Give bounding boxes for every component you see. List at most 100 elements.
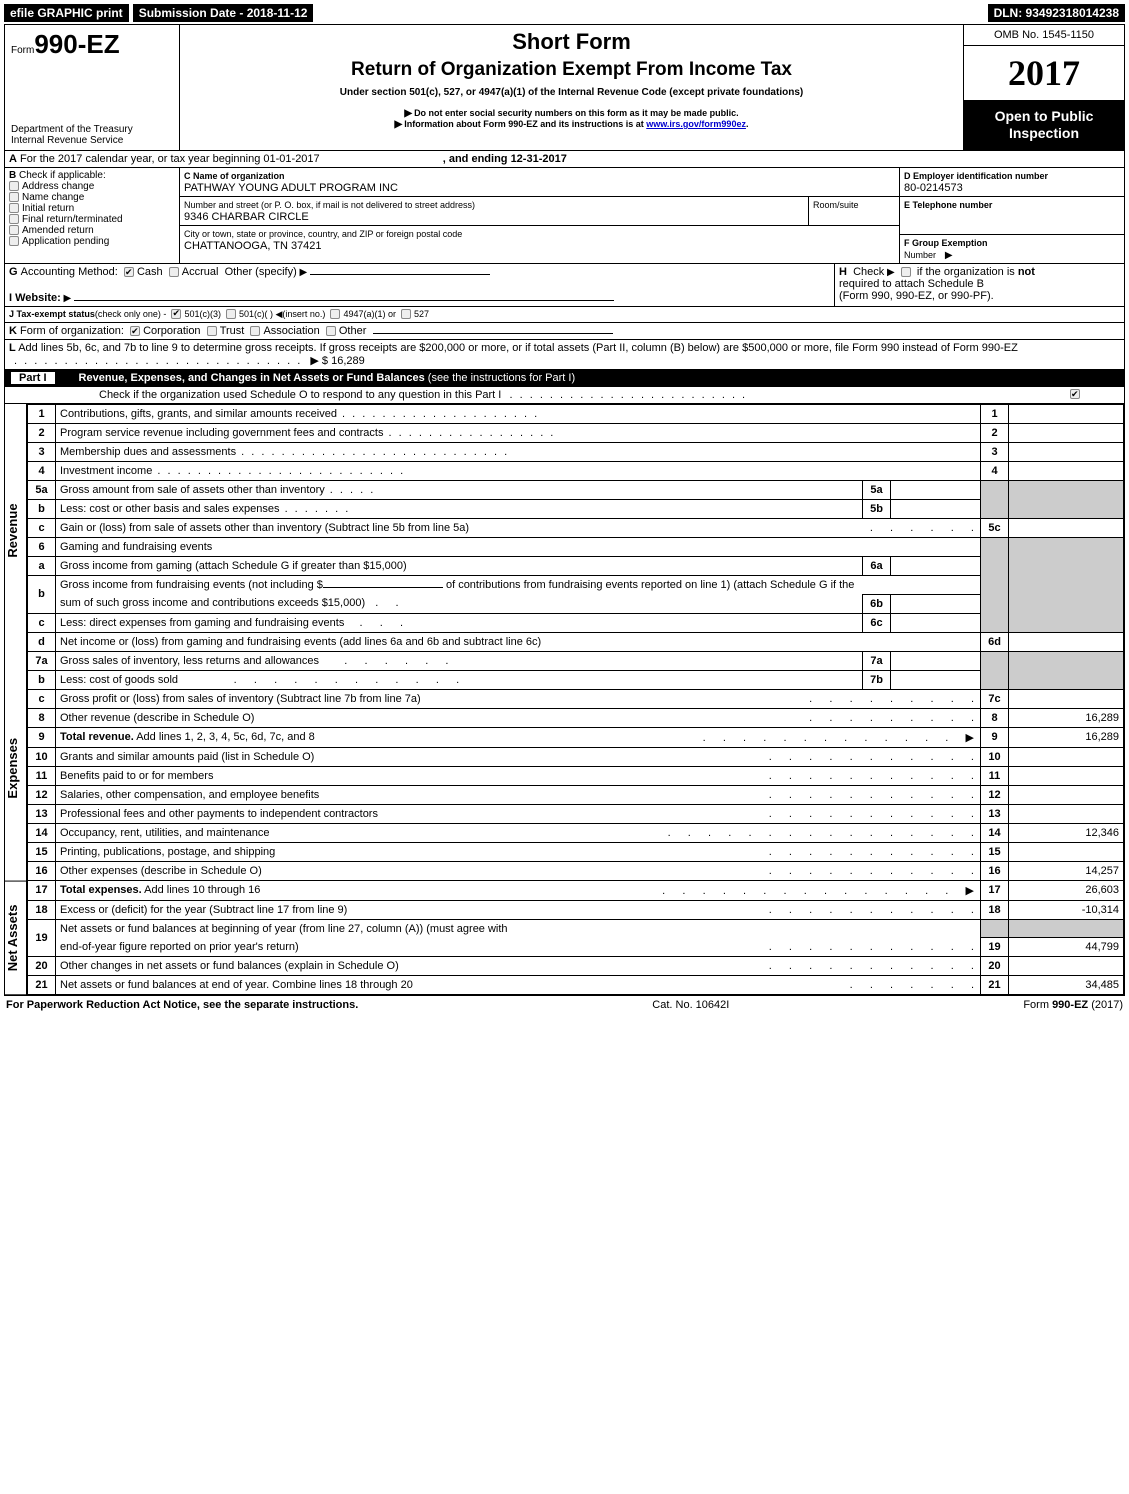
form-container: Form990-EZ Department of the Treasury In… [4,24,1125,996]
chk-assoc[interactable] [250,326,260,336]
footer-right: Form 990-EZ (2017) [1023,999,1123,1011]
row-7b: bLess: cost of goods sold . . . . . . . … [28,670,1124,689]
E-label: E Telephone number [904,200,992,210]
part1-body: Revenue Expenses Net Assets 1Contributio… [5,404,1124,996]
row-7c: cGross profit or (loss) from sales of in… [28,689,1124,708]
lines-table: 1Contributions, gifts, grants, and simil… [27,404,1124,996]
row-17: 17Total expenses. Add lines 10 through 1… [28,880,1124,900]
line-J: J Tax-exempt status(check only one) - 50… [5,306,1124,322]
H-line3: (Form 990, 990-EZ, or 990-PF). [839,290,994,302]
street-label: Number and street (or P. O. box, if mail… [184,200,475,210]
D-label: D Employer identification number [904,171,1048,181]
city-label: City or town, state or province, country… [184,229,462,239]
C-label: C Name of organization [184,171,285,181]
chk-application-pending[interactable] [9,236,19,246]
chk-amended-return[interactable] [9,225,19,235]
part1-label: Part I [11,372,55,384]
chk-schedO[interactable] [1070,389,1080,399]
dept-irs: Internal Revenue Service [11,135,173,146]
footer-cat: Cat. No. 10642I [652,999,729,1011]
row-21: 21Net assets or fund balances at end of … [28,976,1124,995]
form-number: Form990-EZ [11,29,173,60]
row-15: 15Printing, publications, postage, and s… [28,842,1124,861]
row-2: 2Program service revenue including gover… [28,423,1124,442]
chk-accrual[interactable] [169,267,179,277]
chk-4947[interactable] [330,309,340,319]
row-19b: end-of-year figure reported on prior yea… [28,938,1124,957]
line-G-H: G Accounting Method: Cash Accrual Other … [5,263,1124,306]
dln-tag: DLN: 93492318014238 [988,4,1125,22]
row-6: 6Gaming and fundraising events [28,537,1124,556]
chk-other-org[interactable] [326,326,336,336]
H-line2: required to attach Schedule B [839,278,984,290]
room-label: Room/suite [813,200,859,210]
chk-trust[interactable] [207,326,217,336]
chk-corp[interactable] [130,326,140,336]
org-street: 9346 CHARBAR CIRCLE [184,211,309,223]
chk-initial-return[interactable] [9,203,19,213]
side-netassets: Net Assets [5,882,26,995]
row-3: 3Membership dues and assessments . . . .… [28,442,1124,461]
submission-tag: Submission Date - 2018-11-12 [133,4,314,22]
row-5c: cGain or (loss) from sale of assets othe… [28,518,1124,537]
chk-527[interactable] [401,309,411,319]
top-bar: efile GRAPHIC print Submission Date - 20… [4,4,1125,22]
F-label: F Group Exemption [904,238,988,248]
chk-H[interactable] [901,267,911,277]
part1-heading: Revenue, Expenses, and Changes in Net As… [79,372,425,384]
B-label: Check if applicable: [19,170,106,181]
info-link-line: Information about Form 990-EZ and its in… [186,119,957,130]
title-short-form: Short Form [186,29,957,55]
row-14: 14Occupancy, rent, utilities, and mainte… [28,823,1124,842]
row-16: 16Other expenses (describe in Schedule O… [28,861,1124,880]
part1-header: Part I Revenue, Expenses, and Changes in… [5,369,1124,387]
row-6c: cLess: direct expenses from gaming and f… [28,613,1124,632]
row-20: 20Other changes in net assets or fund ba… [28,957,1124,976]
omb-number: OMB No. 1545-1150 [964,25,1124,46]
form-prefix: Form [11,45,34,56]
chk-cash[interactable] [124,267,134,277]
ein: 80-0214573 [904,182,963,194]
row-8: 8Other revenue (describe in Schedule O).… [28,708,1124,727]
row-6a: aGross income from gaming (attach Schedu… [28,556,1124,575]
row-5a: 5aGross amount from sale of assets other… [28,480,1124,499]
row-13: 13Professional fees and other payments t… [28,804,1124,823]
chk-address-change[interactable] [9,181,19,191]
side-expenses: Expenses [5,656,26,882]
irs-link[interactable]: www.irs.gov/form990ez [646,119,746,129]
org-city: CHATTANOOGA, TN 37421 [184,240,322,252]
L-amount: $ 16,289 [322,355,365,367]
chk-501c[interactable] [226,309,236,319]
I-label: Website: [15,292,61,304]
part1-checkline: Check if the organization used Schedule … [5,387,1124,404]
warn-ssn: Do not enter social security numbers on … [186,108,957,119]
row-1: 1Contributions, gifts, grants, and simil… [28,404,1124,423]
open-to-public: Open to PublicInspection [964,100,1124,150]
row-10: 10Grants and similar amounts paid (list … [28,747,1124,766]
row-9: 9Total revenue. Add lines 1, 2, 3, 4, 5c… [28,727,1124,747]
chk-name-change[interactable] [9,192,19,202]
row-4: 4Investment income . . . . . . . . . . .… [28,461,1124,480]
side-revenue: Revenue [5,404,26,657]
chk-501c3[interactable] [171,309,181,319]
dept-treasury: Department of the Treasury [11,124,173,135]
subtitle: Under section 501(c), 527, or 4947(a)(1)… [186,87,957,98]
G-label: Accounting Method: [21,266,118,278]
page-footer: For Paperwork Reduction Act Notice, see … [4,996,1125,1014]
row-7a: 7aGross sales of inventory, less returns… [28,651,1124,670]
form-header: Form990-EZ Department of the Treasury In… [5,25,1124,150]
row-6b-2: sum of such gross income and contributio… [28,594,1124,613]
row-18: 18Excess or (deficit) for the year (Subt… [28,900,1124,919]
line-K: K Form of organization: Corporation Trus… [5,322,1124,339]
row-11: 11Benefits paid to or for members. . . .… [28,766,1124,785]
row-5b: bLess: cost or other basis and sales exp… [28,499,1124,518]
chk-final-return[interactable] [9,214,19,224]
line-A: A For the 2017 calendar year, or tax yea… [5,150,1124,167]
org-name: PATHWAY YOUNG ADULT PROGRAM INC [184,182,398,194]
line-L: L Add lines 5b, 6c, and 7b to line 9 to … [5,339,1124,369]
entity-block: B Check if applicable: Address change Na… [5,167,1124,263]
footer-left: For Paperwork Reduction Act Notice, see … [6,999,358,1011]
form-number-text: 990-EZ [34,29,119,59]
row-12: 12Salaries, other compensation, and empl… [28,785,1124,804]
efile-tag: efile GRAPHIC print [4,4,129,22]
